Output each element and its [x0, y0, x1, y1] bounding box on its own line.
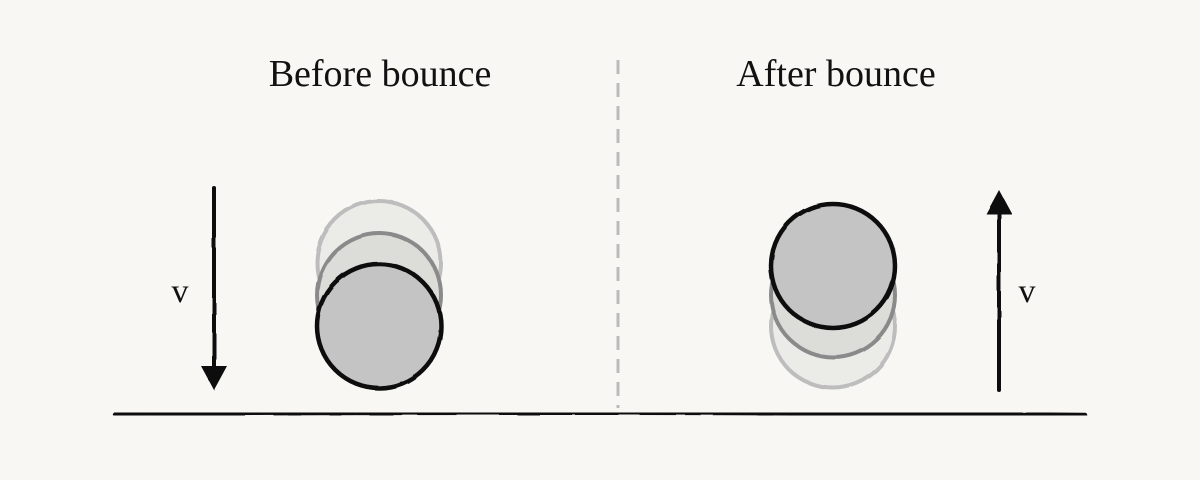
before-ball	[314, 261, 444, 391]
after-ball	[768, 201, 898, 331]
after-velocity-label: v	[1018, 273, 1036, 310]
before-velocity-arrow	[201, 186, 227, 390]
ground-line	[112, 410, 1088, 418]
before-title: Before bounce	[268, 53, 492, 95]
after-velocity-arrow	[986, 190, 1012, 392]
before-velocity-label: v	[171, 273, 189, 310]
after-ball-group	[768, 201, 898, 390]
before-ball-group	[314, 199, 444, 391]
after-title: After bounce	[736, 53, 936, 95]
